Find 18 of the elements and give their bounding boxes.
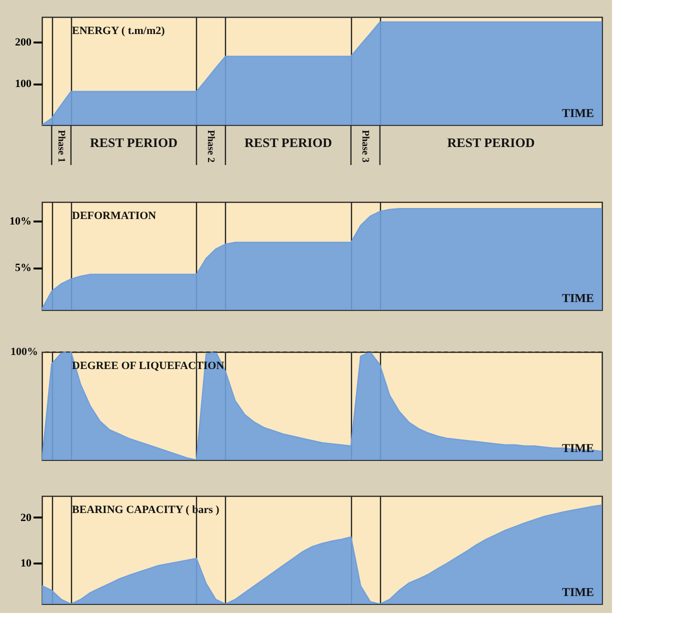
text: Phase 3 — [359, 130, 370, 162]
text: REST PERIOD — [447, 135, 535, 150]
y-tick-label: 100 — [15, 78, 32, 90]
x-axis-title: TIME — [562, 106, 594, 120]
y-tick-label: 10 — [20, 557, 32, 570]
y-tick-label: 10% — [10, 215, 32, 228]
text: DEFORMATION — [72, 210, 156, 222]
text: REST PERIOD — [244, 135, 332, 150]
y-tick-label: 5% — [15, 262, 32, 274]
text: ENERGY ( t.m/m2) — [72, 25, 166, 37]
ref-line-label: 100% — [10, 346, 38, 358]
text: Phase 2 — [204, 130, 216, 162]
y-tick-label: 20 — [20, 512, 32, 524]
x-axis-title: TIME — [562, 291, 594, 305]
text: Phase 1 — [55, 130, 66, 162]
y-tick-label: 200 — [15, 36, 32, 49]
text: REST PERIOD — [90, 135, 178, 150]
x-axis-title: TIME — [562, 585, 594, 599]
